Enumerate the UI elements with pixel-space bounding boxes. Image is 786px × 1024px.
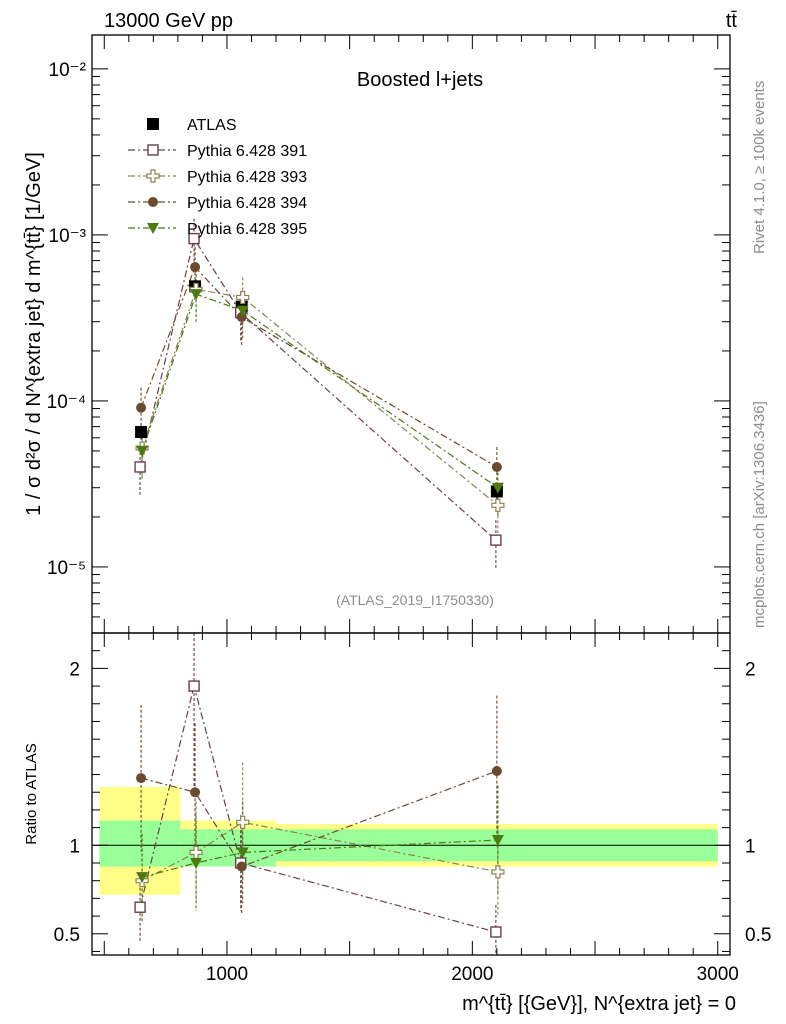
main-ytick-label: 10⁻⁵ [47, 558, 86, 579]
ratio-marker-3-2 [236, 847, 249, 859]
main-marker-4-2 [236, 305, 249, 317]
main-marker-3-0 [136, 402, 147, 413]
ratio-marker-2-2 [236, 861, 247, 872]
legend-marker-0 [147, 118, 159, 130]
main-marker-3-1 [190, 262, 201, 273]
main-marker-4-1 [190, 289, 203, 301]
main-marker-3-2 [236, 312, 247, 323]
chart-title: Boosted l+jets [357, 69, 483, 91]
xtick-label: 2000 [451, 964, 493, 985]
main-ytick-label: 10⁻³ [49, 226, 87, 247]
main-marker-2-3 [491, 498, 505, 512]
band-inner-0 [99, 820, 181, 867]
main-marker-1-3 [490, 534, 502, 546]
main-line-2 [141, 288, 499, 506]
rivet-label: Rivet 4.1.0, ≥ 100k events [751, 81, 768, 254]
legend-marker-1 [147, 144, 159, 156]
ratio-marker-0-1 [188, 680, 200, 692]
main-marker-1-0 [134, 461, 146, 473]
data-markers [134, 232, 505, 938]
ratio-marker-0-3 [490, 926, 502, 938]
legend-marker-3 [148, 197, 158, 207]
main-line-3 [140, 265, 498, 468]
series-lines [139, 237, 499, 933]
main-marker-4-3 [491, 482, 504, 494]
ratio-marker-1-2 [236, 815, 250, 829]
legend-label-0: ATLAS [187, 117, 237, 134]
ratio-line-1 [141, 821, 498, 882]
axes-frames [91, 34, 731, 956]
main-line-4 [141, 293, 499, 489]
axis-text: 10⁻⁵ 10⁻⁴ 10⁻³ 10⁻² 0.5 0.5 1 1 2 2 1000 2000 3000 Bo… [23, 60, 772, 1015]
ratio-uncertainty-bands [92, 786, 730, 895]
analysis-watermark: (ATLAS_2019_I1750330) [336, 592, 494, 608]
ratio-ytick-label-right: 1 [745, 836, 756, 857]
main-ytick-label: 10⁻² [49, 60, 87, 81]
ratio-marker-2-0 [136, 773, 147, 784]
mcplots-label: mcplots.cern.ch [arXiv:1306.3436] [751, 401, 768, 628]
legend-label-3: Pythia 6.428 394 [187, 195, 307, 212]
header-right: tt̄ [726, 10, 738, 32]
legend-marker-4 [147, 223, 159, 234]
ratio-marker-3-1 [190, 858, 203, 869]
xtick-label: 1000 [206, 964, 248, 985]
ratio-ytick-label-left: 1 [69, 836, 80, 857]
axis-ticks [92, 35, 730, 955]
ratio-marker-3-3 [491, 835, 504, 846]
ratio-ytick-label-right: 2 [745, 659, 756, 680]
ratio-ytick-label-left: 0.5 [54, 925, 80, 946]
legend-label-1: Pythia 6.428 391 [187, 143, 307, 160]
main-marker-1-1 [188, 232, 200, 245]
main-ylabel: 1 / σ d²σ / d N^{extra jet} d m^{tt̄} [1… [23, 152, 45, 516]
main-marker-4-0 [136, 445, 149, 457]
ratio-ylabel: Ratio to ATLAS [23, 743, 40, 844]
ratio-line-0 [139, 685, 497, 933]
main-marker-2-2 [236, 290, 250, 305]
ratio-marker-1-3 [491, 865, 505, 879]
header-left: 13000 GeV pp [104, 10, 233, 32]
legend-marker-2 [146, 169, 160, 183]
ratio-marker-2-1 [190, 787, 201, 798]
ratio-marker-2-3 [491, 766, 502, 776]
ratio-ytick-label-right: 0.5 [745, 925, 771, 946]
main-ytick-label: 10⁻⁴ [47, 392, 86, 413]
ratio-marker-3-0 [136, 872, 149, 884]
legend: ATLAS Pythia 6.428 391 Pythia 6.428 393 Pyt… [128, 117, 307, 238]
main-marker-0-0 [135, 425, 148, 438]
ratio-ytick-label-left: 2 [69, 659, 80, 680]
legend-label-2: Pythia 6.428 393 [187, 169, 307, 186]
main-marker-3-3 [491, 461, 502, 472]
ratio-line-3 [141, 839, 498, 878]
ratio-marker-0-0 [134, 901, 146, 913]
legend-label-4: Pythia 6.428 395 [187, 221, 307, 238]
x-axis-label: m^{tt̄} [{GeV}], N^{extra jet} = 0 [462, 993, 736, 1015]
xtick-label: 3000 [697, 964, 739, 985]
ratio-frame [91, 632, 731, 956]
